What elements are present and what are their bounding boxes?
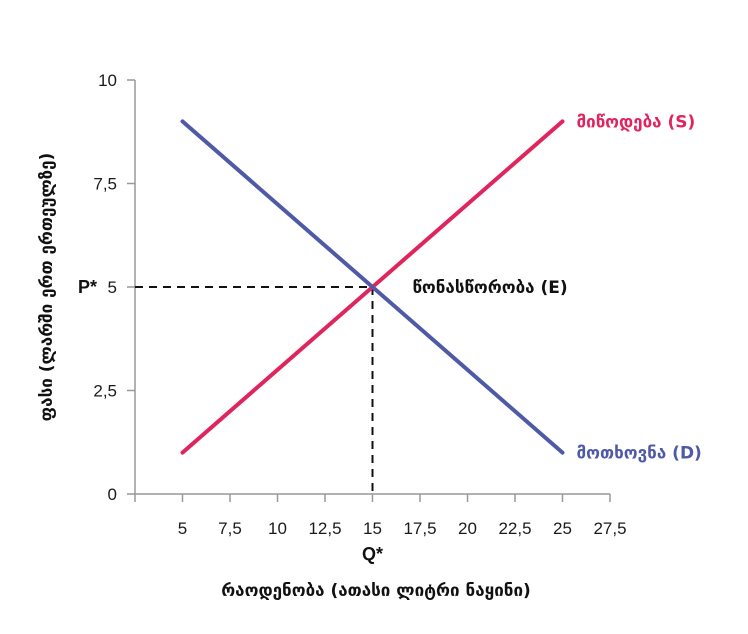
demand-curve xyxy=(180,119,565,455)
equilibrium-label: წონასწორობა (E) xyxy=(413,278,568,298)
y-tick-label: 0 xyxy=(108,485,117,504)
y-tick-label: 5 xyxy=(108,278,117,297)
x-tick-label: 22,5 xyxy=(498,519,531,538)
x-tick-label: 7,5 xyxy=(218,519,242,538)
equilibrium-guides xyxy=(135,286,374,494)
x-tick-label: 12,5 xyxy=(308,519,341,538)
q-star-label: Q* xyxy=(362,544,383,564)
x-tick-label: 27,5 xyxy=(593,519,626,538)
y-axis-title: ფასი (ლარში ერთ ერთეულზე) xyxy=(37,153,57,422)
p-star-label: P* xyxy=(78,277,97,297)
y-axis-ticks: 0 2,5 5 7,5 10 xyxy=(93,71,135,504)
x-tick-label: 20 xyxy=(458,519,477,538)
x-tick-label: 10 xyxy=(268,519,287,538)
y-tick-label: 10 xyxy=(98,71,117,90)
x-tick-label: 17,5 xyxy=(403,519,436,538)
x-tick-label: 5 xyxy=(178,519,187,538)
y-tick-label: 2,5 xyxy=(93,382,117,401)
y-tick-label: 7,5 xyxy=(93,175,117,194)
x-tick-label: 25 xyxy=(553,519,572,538)
x-axis-title: რაოდენობა (ათასი ლიტრი ნაყინი) xyxy=(221,581,531,601)
demand-curve-label: მოთხოვნა (D) xyxy=(577,444,702,464)
supply-curve-label: მიწოდება (S) xyxy=(577,112,696,132)
x-axis-ticks: 5 7,5 10 12,5 15 17,5 20 22,5 25 27,5 xyxy=(134,494,627,538)
series-lines xyxy=(180,119,565,455)
x-tick-label: 15 xyxy=(363,519,382,538)
